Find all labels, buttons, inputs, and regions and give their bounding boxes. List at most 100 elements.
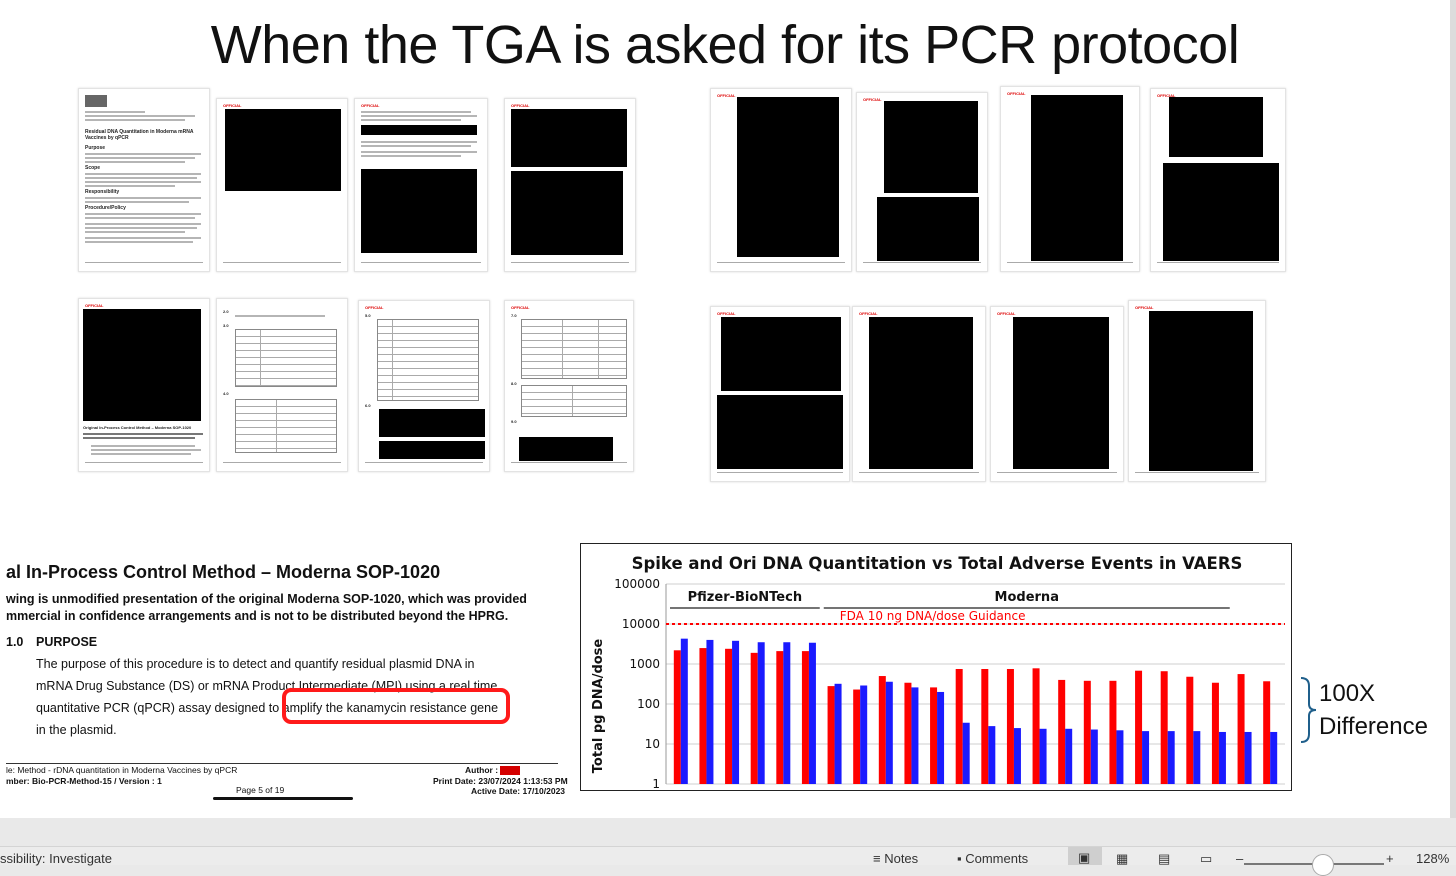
- y-tick-label: 1: [652, 777, 660, 790]
- document-thumbnail-page: OFFICIAL: [852, 306, 986, 482]
- slideshow-icon[interactable]: ▭: [1200, 851, 1213, 866]
- slide-title[interactable]: When the TGA is asked for its PCR protoc…: [210, 15, 1240, 75]
- bar-blue: [988, 726, 996, 784]
- sop-intro-line: wing is unmodified presentation of the o…: [6, 592, 527, 606]
- author-redaction: [500, 766, 521, 776]
- comments-button[interactable]: ▪ Comments: [957, 851, 1029, 866]
- y-tick-label: 1000: [629, 657, 660, 671]
- redaction-block: [877, 197, 979, 261]
- footer-doc-number: mber: Bio-PCR-Method-15 / Version : 1: [6, 776, 162, 786]
- redaction-block: [721, 317, 841, 391]
- bar-red: [1058, 679, 1066, 784]
- y-tick-label: 100: [637, 697, 660, 711]
- accessibility-status[interactable]: ssibility: Investigate: [0, 851, 112, 866]
- bar-red: [776, 651, 784, 784]
- bar-blue: [757, 642, 765, 784]
- footer-divider: [6, 763, 558, 764]
- document-thumbnail-page: OFFICIAL: [216, 98, 348, 272]
- sop-excerpt: al In-Process Control Method – Moderna S…: [0, 555, 570, 805]
- document-thumbnail-page: OFFICIAL Original In-Process Control Met…: [78, 298, 210, 472]
- footer-author: Author :: [465, 765, 521, 776]
- bar-red: [1263, 681, 1271, 784]
- bar-blue: [911, 687, 919, 784]
- redaction-block: [1169, 97, 1263, 157]
- bar-blue: [1270, 731, 1278, 784]
- bar-blue: [885, 681, 893, 784]
- footer-print-date: Print Date: 23/07/2024 1:13:53 PM: [433, 776, 568, 786]
- bar-red: [1237, 674, 1245, 784]
- section-title: PURPOSE: [36, 635, 98, 649]
- document-thumbnail-page: OFFICIAL: [710, 306, 850, 482]
- y-tick-label: 100000: [614, 577, 660, 591]
- bar-blue: [860, 685, 868, 784]
- guidance-label: FDA 10 ng DNA/dose Guidance: [840, 609, 1026, 623]
- section-purpose: Purpose: [85, 145, 106, 151]
- zoom-slider-handle[interactable]: [1312, 854, 1334, 876]
- normal-view-button[interactable]: ▣: [1068, 847, 1102, 865]
- chart-svg: Spike and Ori DNA Quantitation vs Total …: [591, 554, 1285, 791]
- bar-red: [1006, 668, 1014, 784]
- body-line: in the plasmid.: [36, 723, 117, 737]
- bar-blue: [937, 691, 945, 784]
- document-thumbnail-page: OFFICIAL 5.0 6.0: [358, 300, 490, 472]
- bar-blue: [1065, 728, 1073, 784]
- redaction-block: [737, 97, 839, 257]
- y-tick-label: 10000: [622, 617, 660, 631]
- bar-blue: [706, 639, 714, 784]
- redaction-block: [717, 395, 843, 469]
- document-thumbnail-cover: Residual DNA Quantitation in Moderna mRN…: [78, 88, 210, 272]
- zoom-out-icon[interactable]: –: [1236, 851, 1244, 866]
- normal-view-icon: ▣: [1078, 850, 1091, 865]
- bar-red: [699, 648, 707, 784]
- slide-sorter-icon[interactable]: ▦: [1116, 851, 1129, 866]
- status-bar: ssibility: Investigate ≡ Notes ▪ Comment…: [0, 846, 1456, 876]
- section-procedure: Procedure/Policy: [85, 205, 126, 211]
- slide-canvas: When the TGA is asked for its PCR protoc…: [0, 0, 1450, 818]
- y-axis-label: Total pg DNA/dose: [591, 639, 606, 774]
- body-line: quantitative PCR (qPCR) assay designed t…: [36, 701, 499, 715]
- redaction-block: [1149, 311, 1253, 471]
- footer-active-date: Active Date: 17/10/2023: [471, 786, 566, 796]
- bar-red: [801, 651, 809, 784]
- redaction-block: [379, 441, 485, 459]
- document-thumbnail-page: OFFICIAL: [354, 98, 488, 272]
- bar-red: [1032, 668, 1040, 784]
- notes-button[interactable]: ≡ Notes: [873, 851, 919, 866]
- reading-view-icon[interactable]: ▤: [1158, 851, 1171, 866]
- redaction-block: [1163, 163, 1279, 261]
- horizontal-scrollbar[interactable]: [213, 797, 353, 800]
- bar-red: [1186, 676, 1194, 784]
- page-number: Page 5 of 19: [236, 785, 285, 795]
- bar-blue: [1116, 730, 1124, 784]
- bar-blue: [834, 683, 842, 784]
- zoom-level[interactable]: 128%: [1416, 851, 1450, 866]
- coat-of-arms-logo: [85, 95, 107, 107]
- highlight-box: [282, 688, 510, 724]
- redaction-block: [83, 309, 201, 421]
- bar-blue: [1090, 729, 1098, 784]
- notes-icon: ≡: [873, 851, 885, 866]
- redaction-block: [1013, 317, 1109, 469]
- section-number: 1.0: [6, 635, 24, 649]
- redaction-block: [519, 437, 613, 461]
- footer-title: le: Method - rDNA quantitation in Modern…: [6, 765, 238, 775]
- section-scope: Scope: [85, 165, 101, 171]
- original-sop-heading: Original In-Process Control Method – Mod…: [83, 425, 192, 430]
- bar-red: [1160, 671, 1168, 784]
- document-thumbnail-page: OFFICIAL: [990, 306, 1124, 482]
- bar-red: [750, 652, 758, 784]
- annotation-label: Difference: [1319, 713, 1428, 740]
- bar-blue: [1218, 731, 1226, 784]
- difference-annotation: 100X Difference: [1300, 676, 1450, 748]
- redaction-block: [869, 317, 973, 469]
- doc-title-text: Residual DNA Quantitation in Moderna mRN…: [85, 129, 194, 141]
- bar-red: [827, 686, 835, 784]
- document-thumbnail-page: OFFICIAL: [504, 98, 636, 272]
- bar-blue: [1142, 731, 1150, 784]
- document-thumbnail-page: OFFICIAL 7.0 8.0 9.0: [504, 300, 634, 472]
- group-label: Moderna: [995, 590, 1059, 605]
- bar-red: [1135, 670, 1143, 784]
- zoom-in-icon[interactable]: +: [1386, 851, 1394, 866]
- redaction-block: [511, 109, 627, 167]
- bar-blue: [783, 642, 791, 784]
